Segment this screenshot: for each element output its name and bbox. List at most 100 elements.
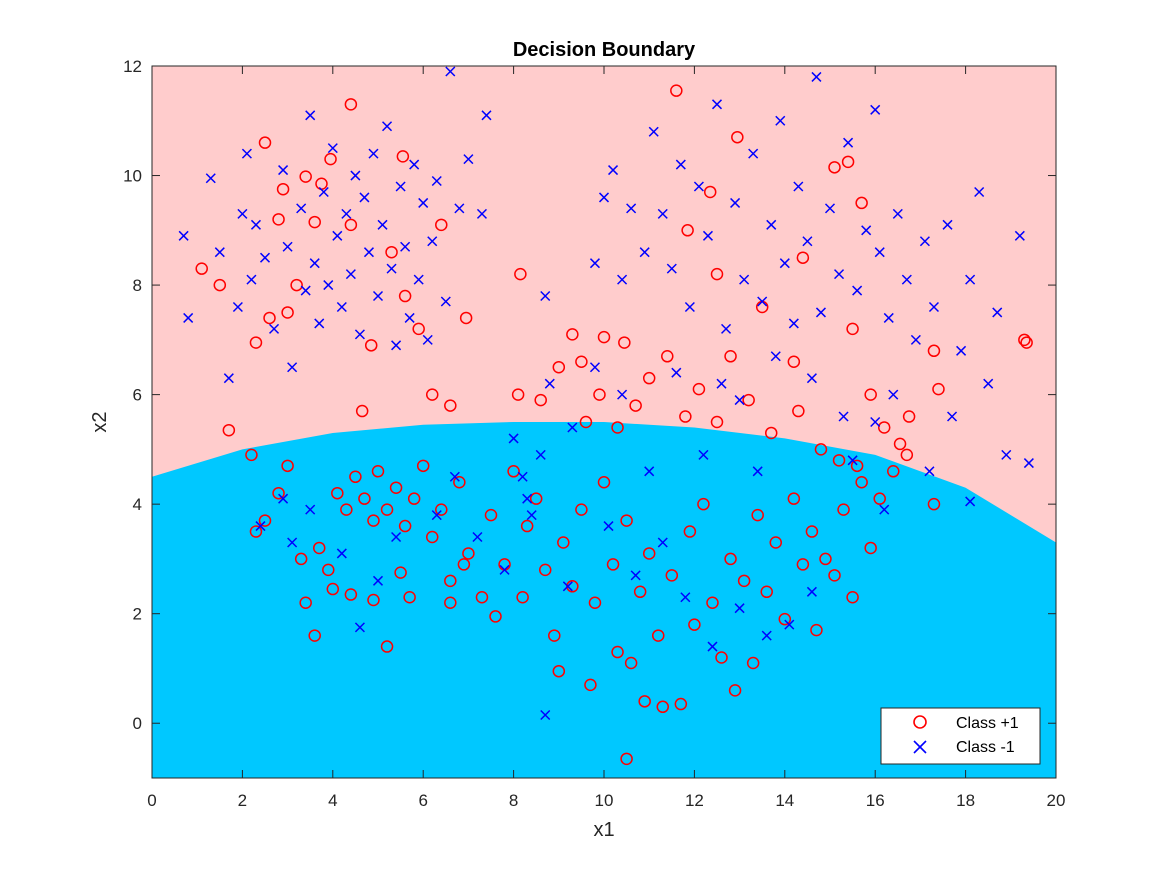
class-pos-point xyxy=(290,278,303,292)
x-tick-label: 4 xyxy=(328,791,337,810)
class-neg-point xyxy=(278,493,289,504)
class-neg-point xyxy=(323,280,334,291)
class-neg-point xyxy=(956,345,967,356)
y-tick-label: 6 xyxy=(133,386,142,405)
x-tick-label: 12 xyxy=(685,791,704,810)
class-neg-point xyxy=(287,362,298,373)
class-neg-point xyxy=(675,159,686,170)
class-pos-point xyxy=(814,443,828,456)
class-pos-point xyxy=(299,170,312,183)
class-neg-point xyxy=(947,411,958,422)
x-tick-label: 16 xyxy=(866,791,885,810)
class-pos-point xyxy=(902,410,916,423)
class-neg-point xyxy=(992,307,1003,318)
class-pos-point xyxy=(846,591,859,604)
class-pos-point xyxy=(706,596,719,609)
class-neg-point xyxy=(223,373,234,384)
class-pos-point xyxy=(778,612,792,626)
class-neg-point xyxy=(928,301,939,313)
class-neg-point xyxy=(617,274,628,285)
class-pos-point xyxy=(534,393,547,407)
class-pos-point xyxy=(819,552,832,566)
class-neg-point xyxy=(630,570,641,581)
class-pos-point xyxy=(380,503,394,516)
class-neg-point xyxy=(562,581,573,592)
class-neg-point xyxy=(205,173,216,184)
y-axis-label: x2 xyxy=(89,411,111,432)
class-neg-point xyxy=(472,531,483,543)
class-neg-point xyxy=(671,367,682,378)
class-neg-point xyxy=(843,137,854,148)
class-pos-point xyxy=(538,563,552,577)
class-neg-point xyxy=(639,247,650,258)
class-pos-point xyxy=(575,355,588,369)
class-pos-point xyxy=(364,339,378,352)
class-neg-point xyxy=(888,389,899,400)
class-pos-point xyxy=(457,558,471,571)
class-neg-point xyxy=(806,373,817,384)
class-pos-point xyxy=(324,152,337,166)
class-pos-point xyxy=(308,629,321,642)
class-neg-point xyxy=(702,230,713,241)
class-neg-point xyxy=(779,258,790,269)
class-pos-point xyxy=(796,251,810,264)
x-tick-label: 2 xyxy=(238,791,247,810)
class-pos-point xyxy=(769,536,783,549)
class-neg-point xyxy=(540,709,551,721)
class-pos-point xyxy=(656,700,670,714)
class-neg-point xyxy=(806,586,817,597)
class-pos-point xyxy=(805,525,819,538)
class-pos-point xyxy=(249,336,263,349)
class-neg-point xyxy=(522,493,533,504)
class-neg-point xyxy=(598,192,610,203)
class-neg-point xyxy=(919,236,930,247)
class-pos-point xyxy=(344,98,358,111)
class-neg-point xyxy=(892,208,903,219)
class-neg-point xyxy=(784,619,795,630)
class-pos-point xyxy=(737,574,751,588)
class-neg-point xyxy=(608,165,619,176)
class-pos-point xyxy=(552,664,566,678)
class-neg-point xyxy=(734,395,745,406)
class-neg-point xyxy=(567,422,578,433)
class-pos-point xyxy=(516,591,529,604)
class-neg-point xyxy=(788,318,799,329)
class-neg-point xyxy=(847,455,858,466)
class-pos-point xyxy=(326,582,340,596)
class-neg-point xyxy=(345,269,356,280)
class-neg-point xyxy=(237,208,248,219)
legend: Class +1 Class -1 xyxy=(880,707,1041,765)
class-neg-point xyxy=(1001,449,1012,460)
class-pos-point xyxy=(258,514,272,527)
class-pos-point xyxy=(855,196,868,210)
class-neg-point xyxy=(382,121,393,132)
class-pos-point xyxy=(453,475,466,489)
x-axis-ticks: 0 2 4 6 8 10 12 14 16 18 20 xyxy=(147,66,1065,810)
class-pos-point xyxy=(263,311,276,325)
class-pos-point xyxy=(746,656,760,670)
class-pos-point xyxy=(764,426,778,440)
legend-class-pos-marker xyxy=(913,715,927,729)
class-pos-point xyxy=(444,399,457,412)
class-pos-point xyxy=(484,508,498,522)
class-pos-point xyxy=(322,563,335,577)
class-neg-point xyxy=(508,433,519,444)
class-neg-point xyxy=(309,258,320,269)
class-pos-point xyxy=(249,525,263,538)
class-neg-point xyxy=(413,274,424,285)
class-pos-point xyxy=(618,336,631,349)
class-pos-point xyxy=(629,399,642,412)
class-neg-point xyxy=(698,449,709,460)
class-neg-point xyxy=(811,71,822,82)
class-neg-point xyxy=(942,219,953,230)
class-pos-point xyxy=(597,330,611,344)
x-axis-label: x1 xyxy=(593,819,614,841)
class-pos-point xyxy=(462,547,475,560)
class-pos-point xyxy=(606,558,620,571)
class-neg-point xyxy=(241,148,252,159)
class-neg-point xyxy=(657,537,668,548)
class-pos-point xyxy=(398,519,412,533)
class-neg-point xyxy=(589,258,600,269)
class-neg-point xyxy=(372,575,384,586)
class-neg-point xyxy=(440,296,451,307)
